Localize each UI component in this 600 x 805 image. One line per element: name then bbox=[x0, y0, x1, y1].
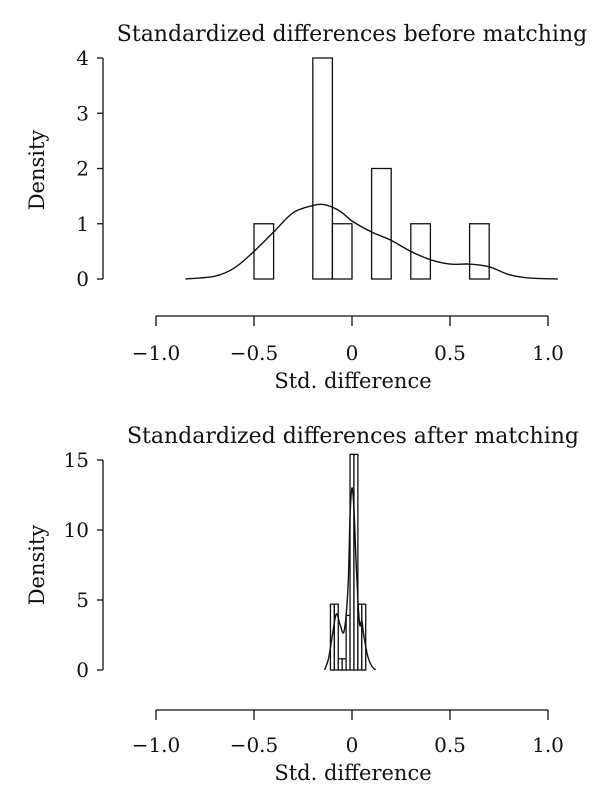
x-tick-label: 0.5 bbox=[434, 341, 466, 365]
x-tick-label: −0.5 bbox=[230, 341, 279, 365]
chart-after-matching: Standardized differences after matching … bbox=[25, 424, 579, 785]
x-tick-labels: −1.0 −0.5 0 0.5 1.0 bbox=[132, 341, 564, 365]
x-tick-label: 1.0 bbox=[532, 733, 564, 757]
y-tick-labels: 0 1 2 3 4 bbox=[76, 46, 89, 291]
x-tick-marks bbox=[156, 316, 548, 326]
y-tick-label: 0 bbox=[76, 267, 89, 291]
x-tick-label: −1.0 bbox=[132, 733, 181, 757]
y-tick-labels: 0 5 10 15 bbox=[64, 448, 89, 682]
y-tick-label: 15 bbox=[64, 448, 89, 472]
histogram-bar bbox=[332, 224, 352, 279]
x-tick-label: −0.5 bbox=[230, 733, 279, 757]
chart-title: Standardized differences before matching bbox=[117, 22, 587, 47]
histogram-bar bbox=[313, 58, 333, 279]
y-tick-label: 4 bbox=[76, 46, 89, 70]
x-tick-marks bbox=[156, 710, 548, 720]
y-tick-label: 3 bbox=[76, 101, 89, 125]
x-axis-label: Std. difference bbox=[274, 761, 431, 785]
y-tick-label: 10 bbox=[64, 518, 89, 542]
y-axis-label: Density bbox=[25, 525, 49, 606]
histogram-bar bbox=[254, 224, 274, 279]
y-tick-marks bbox=[97, 58, 103, 279]
x-tick-label: 1.0 bbox=[532, 341, 564, 365]
y-tick-label: 2 bbox=[76, 157, 89, 181]
x-tick-label: 0 bbox=[346, 341, 359, 365]
x-tick-label: 0 bbox=[346, 733, 359, 757]
x-tick-label: 0.5 bbox=[434, 733, 466, 757]
chart-before-matching: Standardized differences before matching… bbox=[25, 22, 587, 393]
histogram-bars bbox=[254, 58, 489, 279]
histogram-bar bbox=[411, 224, 431, 279]
y-tick-label: 1 bbox=[76, 212, 89, 236]
chart-title: Standardized differences after matching bbox=[127, 424, 579, 449]
histogram-bars bbox=[330, 454, 365, 670]
y-tick-label: 0 bbox=[76, 658, 89, 682]
y-axis-label: Density bbox=[25, 130, 49, 211]
y-tick-marks bbox=[97, 460, 103, 670]
x-tick-labels: −1.0 −0.5 0 0.5 1.0 bbox=[132, 733, 564, 757]
histogram-bar bbox=[470, 224, 490, 279]
histogram-bar bbox=[372, 169, 392, 280]
y-tick-label: 5 bbox=[76, 588, 89, 612]
x-axis-label: Std. difference bbox=[274, 369, 431, 393]
x-tick-label: −1.0 bbox=[132, 341, 181, 365]
